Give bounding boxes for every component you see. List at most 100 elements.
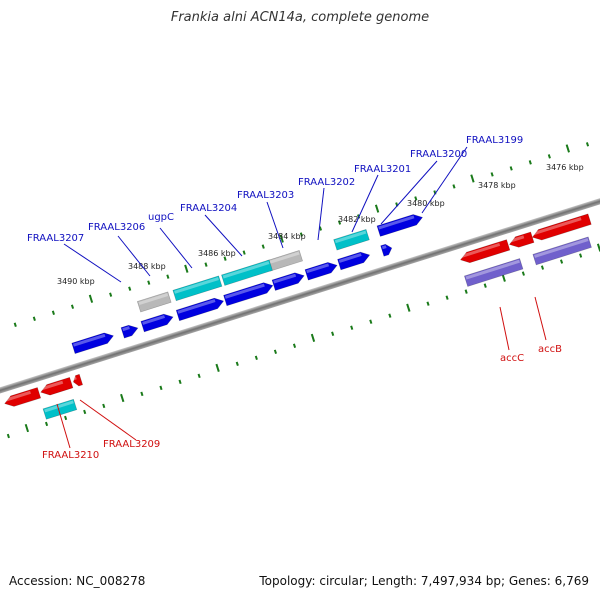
- leader-lines: [56, 146, 547, 449]
- tick-mark-upper: [528, 160, 532, 165]
- tick-mark-lower: [197, 373, 201, 379]
- gene-feature: [333, 228, 370, 251]
- tick-mark-lower: [140, 391, 144, 397]
- tick-mark-lower: [426, 301, 430, 306]
- gene-label: FRAAL3207: [27, 233, 84, 244]
- tick-mark-upper: [490, 172, 494, 177]
- leader-line: [63, 243, 122, 283]
- tick-mark-upper: [166, 274, 170, 279]
- tick-mark-upper: [299, 232, 303, 237]
- gene-label: FRAAL3210: [42, 450, 99, 461]
- tick-mark-lower: [215, 363, 220, 373]
- tick-mark-lower: [273, 349, 277, 354]
- tick-mark-lower: [521, 271, 525, 276]
- gene-feature: [221, 259, 273, 286]
- tick-mark-lower: [464, 289, 468, 294]
- genome-backbone: [0, 167, 600, 426]
- gene-feature: [175, 297, 225, 322]
- gene-label: FRAAL3209: [103, 439, 160, 450]
- tick-mark-lower: [501, 273, 506, 282]
- gene-label: FRAAL3203: [237, 190, 294, 201]
- tick-mark-lower: [235, 361, 239, 367]
- tick-mark-lower: [540, 265, 545, 270]
- gene-label: FRAAL3204: [180, 203, 237, 214]
- gene-feature: [223, 282, 274, 307]
- leader-line: [499, 306, 510, 351]
- tick-mark-upper: [204, 262, 208, 267]
- kbp-label: 3490 kbp: [57, 277, 95, 286]
- kbp-label: 3482 kbp: [338, 215, 376, 224]
- gene-feature: [508, 231, 535, 248]
- leader-line: [79, 399, 137, 441]
- tick-mark-upper: [374, 204, 380, 213]
- tick-mark-upper: [547, 154, 551, 159]
- gene-feature: [40, 376, 74, 396]
- gene-label: FRAAL3199: [466, 135, 523, 146]
- gene-feature: [380, 243, 393, 257]
- genome-title: Frankia alni ACN14a, complete genome: [170, 10, 430, 25]
- tick-mark-lower: [369, 319, 373, 324]
- gene-feature: [42, 398, 78, 420]
- tick-mark-lower: [24, 423, 30, 433]
- tick-mark-lower: [331, 331, 335, 336]
- tick-mark-upper: [223, 256, 227, 261]
- tick-mark-upper: [565, 144, 570, 153]
- gene-label: FRAAL3202: [298, 177, 355, 188]
- kbp-label: 3480 kbp: [407, 199, 445, 208]
- gene-label: FRAAL3200: [410, 149, 467, 160]
- leader-line: [56, 403, 71, 449]
- tick-mark-upper: [128, 286, 132, 291]
- tick-mark-lower: [350, 325, 354, 330]
- gene-feature: [271, 272, 305, 291]
- tick-mark-upper: [585, 142, 590, 147]
- kbp-label: 3484 kbp: [268, 232, 306, 241]
- accession-text: Accession: NC_008278: [9, 574, 146, 588]
- gene-feature: [304, 262, 338, 281]
- tick-mark-upper: [32, 316, 36, 321]
- gene-label: accC: [500, 353, 524, 364]
- gene-feature: [266, 250, 303, 272]
- tick-mark-lower: [559, 259, 564, 264]
- gene-feature: [460, 239, 511, 264]
- leader-line: [534, 296, 547, 341]
- leader-line: [159, 227, 193, 269]
- tick-mark-lower: [64, 415, 68, 421]
- tick-mark-upper: [509, 166, 513, 171]
- leader-line: [204, 214, 243, 257]
- leader-line: [266, 201, 284, 249]
- tick-mark-lower: [292, 343, 297, 348]
- tick-mark-lower: [120, 393, 125, 403]
- tick-mark-lower: [159, 385, 163, 391]
- tick-mark-lower: [596, 243, 600, 252]
- gene-labels: FRAAL3199 FRAAL3200 FRAAL3201 FRAAL3202 FRAA…: [27, 135, 562, 461]
- gene-feature: [172, 275, 223, 302]
- leader-line: [351, 174, 379, 233]
- tick-mark-lower: [310, 333, 316, 342]
- tick-mark-lower: [6, 433, 10, 439]
- tick-mark-lower: [102, 403, 106, 409]
- gene-feature: [337, 251, 371, 271]
- tick-mark-upper: [88, 294, 94, 303]
- genome-summary-text: Topology: circular; Length: 7,497,934 bp…: [259, 574, 589, 588]
- tick-mark-upper: [70, 304, 75, 309]
- tick-mark-lower: [83, 409, 87, 415]
- gene-feature: [120, 324, 139, 339]
- gene-feature: [140, 313, 174, 333]
- kbp-label: 3486 kbp: [198, 249, 236, 258]
- gene-feature: [71, 332, 114, 354]
- kbp-label: 3488 kbp: [128, 262, 166, 271]
- leader-line: [421, 146, 468, 214]
- tick-mark-upper: [452, 184, 456, 189]
- scale-labels: 3476 kbp 3478 kbp 3480 kbp 3482 kbp 3484 kbp…: [57, 163, 584, 286]
- gene-feature: [136, 291, 172, 313]
- gene-features: [4, 213, 592, 420]
- tick-mark-upper: [337, 220, 342, 225]
- tick-mark-upper: [279, 234, 284, 243]
- gene-label: accB: [538, 344, 562, 355]
- gene-label: FRAAL3201: [354, 164, 411, 175]
- tick-mark-lower: [406, 303, 411, 312]
- tick-mark-lower: [483, 283, 487, 288]
- scale-ticks-upper: [13, 142, 590, 327]
- tick-mark-upper: [470, 174, 475, 183]
- gene-label: FRAAL3206: [88, 222, 145, 233]
